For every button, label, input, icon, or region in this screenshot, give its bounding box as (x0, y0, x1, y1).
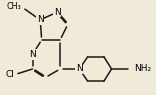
Text: Cl: Cl (5, 70, 14, 79)
Text: N: N (54, 8, 60, 17)
Text: NH₂: NH₂ (134, 65, 151, 74)
Text: N: N (37, 15, 44, 24)
Text: N: N (29, 50, 36, 59)
Text: N: N (76, 65, 83, 74)
Text: CH₃: CH₃ (6, 2, 21, 11)
